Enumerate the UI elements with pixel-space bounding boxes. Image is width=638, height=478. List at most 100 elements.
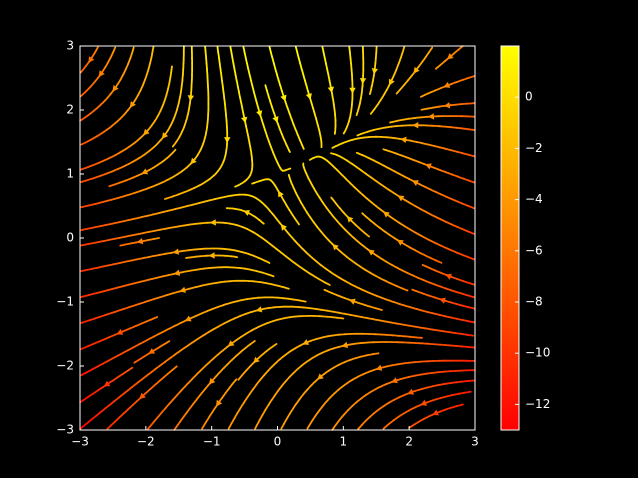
streamline [154,295,163,300]
streamline [467,306,476,310]
streamline [461,177,470,182]
streamline [404,199,412,205]
streamline [197,200,206,205]
streamline [351,401,358,408]
streamline [166,369,174,375]
streamline [155,181,163,186]
streamline [302,248,309,255]
streamline [111,221,119,225]
streamline [183,120,188,128]
streamline [296,51,300,59]
streamline [292,186,297,194]
arrow [272,116,279,123]
streamline [280,251,287,258]
streamline [244,57,249,65]
streamline [354,224,362,230]
arrow [209,219,216,226]
streamline [389,189,397,195]
streamline [332,422,338,430]
streamline [186,108,190,117]
streamline [382,164,390,170]
streamline [147,229,156,233]
streamline [229,248,238,252]
streamline [384,148,392,153]
streamline [364,268,372,274]
streamline [206,307,214,313]
streamline [149,384,156,391]
streamline [369,388,377,393]
streamline [327,366,335,372]
streamline [390,321,399,325]
streamline [118,235,127,239]
streamline [90,365,98,371]
arrow [172,248,179,255]
streamline [240,298,248,302]
arrow [305,93,312,100]
streamline [332,102,336,110]
streamline [85,418,92,425]
streamline [166,292,174,296]
streamline [444,147,453,152]
arrow [432,409,439,416]
streamline [153,115,159,122]
streamline [332,165,339,172]
streamline [415,336,423,339]
streamline [106,423,113,430]
streamline [250,79,254,87]
streamline [130,174,138,180]
streamline [403,79,409,86]
streamline [444,406,453,411]
streamline [122,163,130,168]
streamline [384,280,393,285]
streamline [93,161,101,166]
streamline [144,73,148,81]
streamline [159,104,164,112]
streamline [456,175,464,180]
streamline [361,212,368,219]
streamline [347,405,354,412]
streamline [406,156,415,161]
streamline [182,189,190,194]
streamline [149,184,158,189]
colorbar-tick-label: −8 [525,295,543,309]
streamline [124,259,132,263]
streamline [134,216,142,220]
streamline [82,395,90,402]
streamline [451,249,459,254]
streamline [180,205,188,209]
streamline [185,256,191,259]
streamline [414,388,423,392]
streamline [162,274,170,278]
streamline [455,126,464,130]
streamline [239,402,245,410]
streamline [274,68,278,76]
streamline [437,383,446,386]
arrow [397,239,404,246]
streamline [302,73,306,82]
streamline [119,73,125,81]
streamline [331,198,338,205]
streamline [338,333,347,336]
streamline [212,281,220,285]
streamline [287,297,295,301]
streamline [246,228,254,233]
streamline [340,224,347,231]
streamline [298,393,305,401]
streamline [338,207,345,214]
streamline [443,344,452,347]
streamline [357,136,365,140]
streamline [202,267,211,270]
streamline [367,128,376,133]
streamline [269,51,274,59]
streamline [269,179,276,186]
streamline [344,177,351,184]
streamline [149,368,157,374]
streamline [85,343,93,348]
streamline [393,396,401,401]
streamline [164,251,173,255]
streamline [287,173,291,178]
streamline [312,155,320,159]
streamline [246,62,250,71]
streamline [277,385,283,392]
streamline [298,244,305,251]
